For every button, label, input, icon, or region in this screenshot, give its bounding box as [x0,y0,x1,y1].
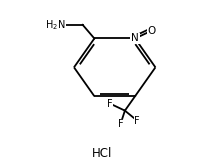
Text: F: F [134,116,139,126]
Text: H$_2$N: H$_2$N [45,18,65,32]
Text: HCl: HCl [92,148,112,160]
Text: F: F [117,119,123,129]
Text: O: O [147,26,155,36]
Text: N: N [131,33,138,44]
Text: F: F [106,99,112,109]
